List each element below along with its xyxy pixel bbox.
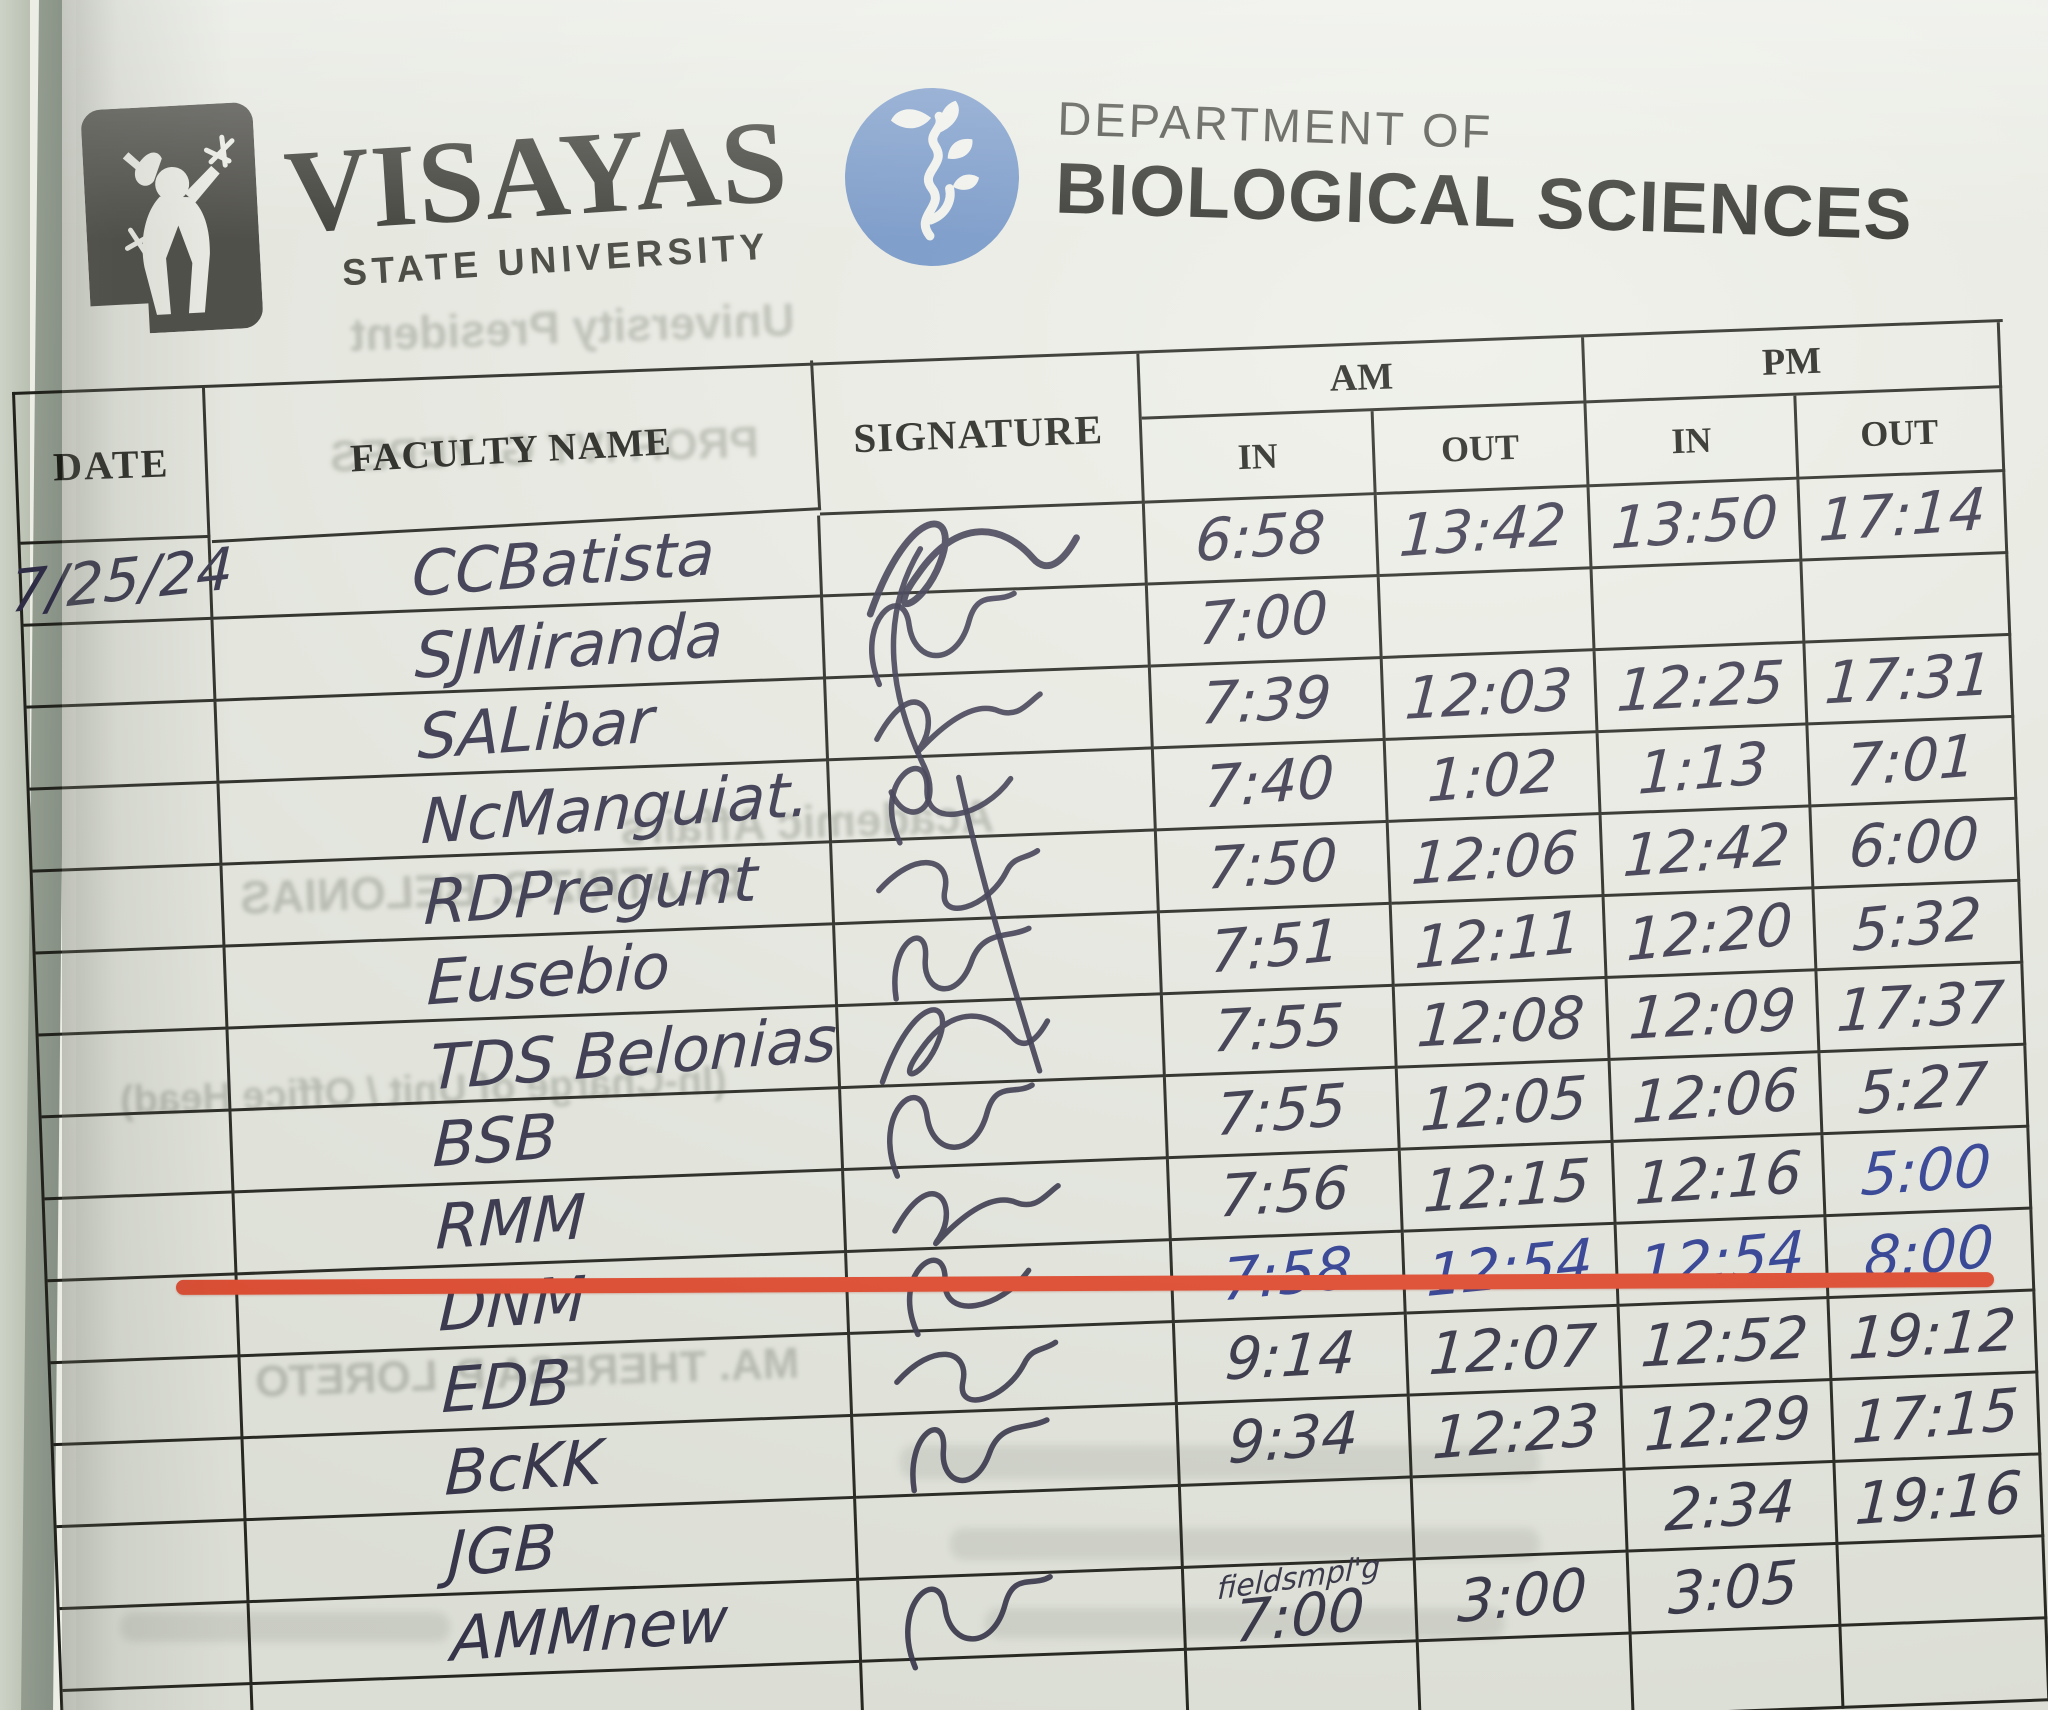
am-in-cell: 6:58 (1144, 495, 1380, 586)
am-in-cell: 7:55 (1165, 1068, 1401, 1160)
pm-out-cell: 17:15 (1832, 1373, 2042, 1463)
date-cell (38, 1029, 232, 1119)
pm-out-cell (1838, 1537, 2048, 1627)
am-in-cell: 7:56 (1168, 1150, 1404, 1242)
date-cell (56, 1521, 250, 1611)
log-table: DATE FACULTY NAME SIGNATURE AM PM IN OUT… (9, 319, 2048, 1710)
date-cell (50, 1357, 244, 1447)
am-in-cell: 7:50 (1156, 822, 1392, 914)
am-out-cell: 12:03 (1382, 651, 1599, 741)
pm-out-cell: 19:12 (1829, 1291, 2039, 1381)
am-out-cell: 12:15 (1400, 1142, 1617, 1233)
date-cell (41, 1111, 235, 1201)
am-out-cell: 13:42 (1376, 487, 1593, 578)
am-in-cell: 7:40 (1153, 740, 1389, 832)
am-in-cell: 9:14 (1174, 1314, 1410, 1405)
am-out-cell: 12:11 (1391, 896, 1608, 987)
university-wordmark: VISAYAS STATE UNIVERSITY (281, 95, 794, 297)
date-cell (35, 947, 229, 1037)
signature-cell (832, 831, 1160, 926)
attendance-table-sheet: DATE FACULTY NAME SIGNATURE AM PM IN OUT… (9, 319, 2048, 1710)
am-out-cell: 12:06 (1388, 815, 1605, 905)
date-cell (26, 701, 220, 791)
am-out-cell: 12:08 (1394, 978, 1611, 1069)
pm-in-cell: 2:34 (1625, 1462, 1839, 1553)
pm-out-cell: 17:31 (1805, 635, 2015, 726)
col-header-pm-out: OUT (1796, 388, 2006, 480)
am-in-cell: 7:00 (1147, 577, 1383, 668)
date-cell (44, 1193, 238, 1283)
signature-cell (838, 995, 1166, 1090)
signature-cell (853, 1404, 1181, 1499)
pm-out-cell: 17:37 (1817, 963, 2027, 1054)
col-header-date: DATE (15, 387, 211, 545)
col-header-faculty-name: FACULTY NAME (203, 360, 822, 544)
pm-in-cell: 1:13 (1598, 725, 1812, 816)
col-header-pm-in: IN (1586, 395, 1800, 488)
am-out-cell (1379, 569, 1596, 659)
pm-in-cell: 3:05 (1628, 1544, 1842, 1635)
signature-cell (859, 1568, 1187, 1663)
col-header-am-out: OUT (1373, 403, 1590, 496)
department-title: DEPARTMENT OF BIOLOGICAL SCIENCES (1054, 91, 1916, 257)
empty-cell (1186, 1642, 1422, 1710)
pm-out-cell: 6:00 (1811, 799, 2021, 890)
am-out-cell: 12:23 (1409, 1388, 1626, 1479)
pm-out-cell: 5:27 (1820, 1045, 2030, 1136)
signature-cell (841, 1077, 1169, 1172)
am-in-cell: 7:39 (1150, 658, 1386, 750)
pm-out-cell: 5:32 (1814, 881, 2024, 972)
am-out-cell: 12:54 (1403, 1224, 1620, 1315)
signature-cell (820, 503, 1148, 598)
department-logo (844, 88, 1020, 266)
pm-in-cell: 12:09 (1607, 971, 1821, 1061)
am-in-cell: 7:51 (1159, 904, 1395, 996)
pm-out-cell: 19:16 (1835, 1455, 2045, 1545)
pm-in-cell: 12:16 (1613, 1135, 1827, 1225)
col-header-signature: SIGNATURE (814, 353, 1145, 516)
empty-cell (1841, 1619, 2048, 1709)
pm-in-cell: 12:20 (1604, 889, 1818, 979)
bleedthrough-text: University President (349, 293, 796, 361)
am-out-cell (1412, 1470, 1629, 1561)
pm-in-cell: 13:50 (1589, 479, 1803, 570)
date-cell: 7/25/24 (9, 533, 235, 627)
vsu-university-logo (81, 102, 263, 334)
signature-cell (829, 749, 1157, 844)
signature-cell (856, 1486, 1184, 1581)
signature-cell (835, 913, 1163, 1008)
am-out-cell: 3:00 (1415, 1552, 1632, 1643)
am-out-cell: 12:05 (1397, 1060, 1614, 1151)
am-in-cell: 9:34 (1177, 1396, 1413, 1487)
pm-in-cell: 12:42 (1601, 807, 1815, 897)
am-in-cell: fieldsmpl'g 7:00 (1183, 1548, 1419, 1656)
am-out-cell: 12:07 (1406, 1306, 1623, 1397)
am-in-cell: 7:55 (1162, 986, 1398, 1078)
pm-in-cell: 12:06 (1610, 1053, 1824, 1143)
pm-out-cell: 5:00 (1823, 1127, 2033, 1218)
am-out-cell: 1:02 (1385, 733, 1602, 823)
date-cell (23, 619, 217, 709)
signature-cell (844, 1159, 1172, 1253)
page-edge-highlight (62, 0, 76, 1710)
pm-in-cell: 12:52 (1619, 1299, 1833, 1389)
pm-in-cell: 12:29 (1622, 1380, 1836, 1471)
pm-in-cell: 12:25 (1595, 643, 1809, 734)
pm-in-cell: 12:54 (1616, 1217, 1830, 1307)
pm-out-cell: 17:14 (1799, 472, 2009, 562)
date-cell (29, 783, 223, 873)
empty-cell (1631, 1626, 1845, 1710)
signature-cell (823, 585, 1151, 680)
empty-cell (1418, 1634, 1635, 1710)
pm-out-cell: 7:01 (1808, 717, 2018, 808)
date-cell (32, 865, 226, 955)
signature-cell (850, 1323, 1178, 1417)
col-header-am-in: IN (1141, 411, 1377, 504)
date-cell (59, 1603, 253, 1693)
pm-out-cell (1802, 553, 2012, 644)
date-cell (53, 1439, 247, 1529)
signature-cell (826, 667, 1154, 762)
pm-in-cell (1592, 561, 1806, 652)
